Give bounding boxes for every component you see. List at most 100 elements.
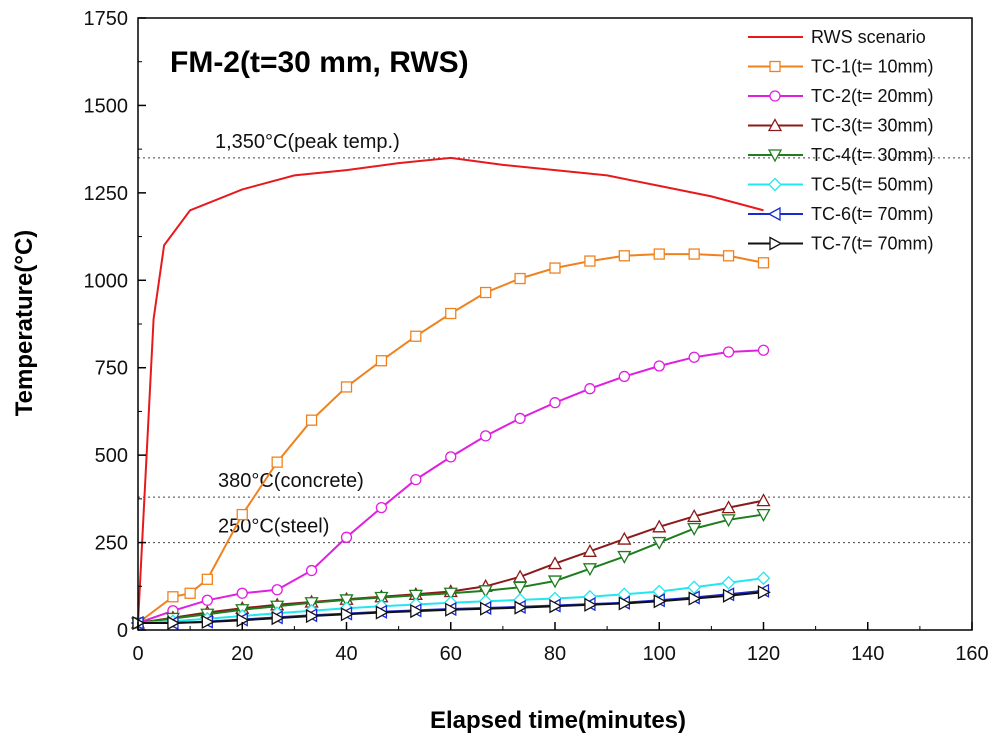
- data-point: [722, 346, 735, 358]
- data-point: [549, 599, 563, 614]
- reference-line-label: 250°C(steel): [218, 516, 329, 538]
- data-point: [687, 580, 702, 595]
- data-point: [688, 591, 702, 606]
- data-point: [305, 608, 319, 624]
- x-tick-label: 100: [643, 643, 676, 665]
- data-point: [688, 351, 700, 363]
- data-point: [375, 501, 388, 514]
- data-point: [340, 531, 353, 543]
- data-point: [304, 597, 319, 611]
- data-point: [618, 250, 630, 262]
- data-point: [767, 118, 783, 132]
- data-point: [375, 355, 388, 367]
- data-point: [547, 575, 563, 589]
- legend-label: TC-2(t= 20mm): [811, 86, 934, 106]
- data-point: [653, 360, 665, 372]
- data-point: [652, 536, 667, 550]
- data-point: [721, 500, 736, 514]
- data-point: [653, 248, 665, 260]
- x-tick-label: 0: [132, 643, 143, 665]
- data-point: [549, 262, 561, 274]
- data-point: [305, 564, 318, 577]
- y-tick-label: 1250: [84, 183, 129, 205]
- data-point: [757, 585, 771, 600]
- data-point: [756, 493, 771, 507]
- data-point: [271, 584, 283, 596]
- data-point: [443, 587, 458, 601]
- data-point: [582, 543, 598, 557]
- data-point: [340, 607, 354, 622]
- data-point: [445, 451, 457, 463]
- data-point: [445, 602, 459, 617]
- data-point: [618, 596, 632, 611]
- data-point: [478, 585, 493, 599]
- data-point: [514, 600, 528, 615]
- data-point: [547, 556, 563, 570]
- y-tick-label: 250: [95, 533, 128, 555]
- data-point: [582, 563, 598, 577]
- data-point: [408, 589, 423, 603]
- data-point: [271, 611, 285, 626]
- data-point: [687, 508, 702, 522]
- data-point: [767, 206, 781, 222]
- data-point: [769, 60, 781, 73]
- series-layer: [130, 156, 771, 631]
- data-point: [769, 236, 783, 251]
- series-line: [137, 156, 764, 624]
- series-2: [132, 248, 770, 629]
- y-tick-label: 0: [117, 620, 128, 642]
- data-point: [757, 344, 770, 356]
- data-point: [167, 615, 181, 631]
- x-tick-label: 20: [231, 643, 253, 665]
- data-point: [201, 573, 213, 585]
- data-point: [584, 383, 596, 395]
- legend-item: TC-7(t= 70mm): [748, 234, 934, 254]
- y-tick-label: 1750: [84, 8, 129, 30]
- data-point: [480, 430, 492, 442]
- series-8: [132, 585, 771, 631]
- data-point: [514, 272, 526, 285]
- data-point: [768, 177, 782, 192]
- data-point: [769, 90, 781, 102]
- data-point: [339, 594, 354, 608]
- plot-frame: [137, 17, 973, 631]
- legend-item: TC-6(t= 70mm): [748, 204, 934, 224]
- data-point: [340, 381, 353, 393]
- data-point: [480, 601, 494, 616]
- data-point: [756, 571, 771, 586]
- data-point: [767, 149, 783, 163]
- data-point: [512, 581, 528, 595]
- legend: RWS scenario TC-1(t= 10mm) TC-2(t= 20mm) TC…: [748, 27, 934, 254]
- data-point: [617, 550, 632, 564]
- data-point: [722, 588, 736, 603]
- legend-item: TC-2(t= 20mm): [748, 86, 934, 106]
- data-point: [374, 591, 389, 605]
- data-point: [271, 456, 283, 468]
- data-point: [584, 255, 596, 267]
- data-point: [480, 286, 492, 299]
- legend-item: RWS scenario: [748, 27, 926, 47]
- x-tick-label: 140: [851, 643, 884, 665]
- series-1: [137, 156, 764, 624]
- x-axis-title: Elapsed time(minutes): [430, 707, 686, 734]
- data-point: [722, 250, 735, 262]
- y-tick-label: 750: [95, 358, 128, 380]
- legend-label: TC-3(t= 30mm): [811, 116, 934, 136]
- data-point: [653, 594, 667, 609]
- legend-label: TC-4(t= 30mm): [811, 145, 934, 165]
- x-tick-label: 160: [955, 643, 988, 665]
- data-point: [721, 514, 736, 528]
- data-point: [618, 370, 630, 383]
- data-point: [305, 414, 318, 426]
- data-point: [167, 591, 179, 603]
- data-point: [410, 330, 422, 342]
- data-point: [652, 519, 667, 533]
- x-tick-label: 40: [335, 643, 357, 665]
- data-point: [201, 614, 215, 630]
- legend-label: TC-6(t= 70mm): [811, 204, 934, 224]
- legend-item: TC-1(t= 10mm): [748, 57, 934, 77]
- x-tick-label: 120: [747, 643, 780, 665]
- legend-label: TC-5(t= 50mm): [811, 175, 934, 195]
- data-point: [184, 587, 196, 599]
- data-point: [721, 575, 736, 590]
